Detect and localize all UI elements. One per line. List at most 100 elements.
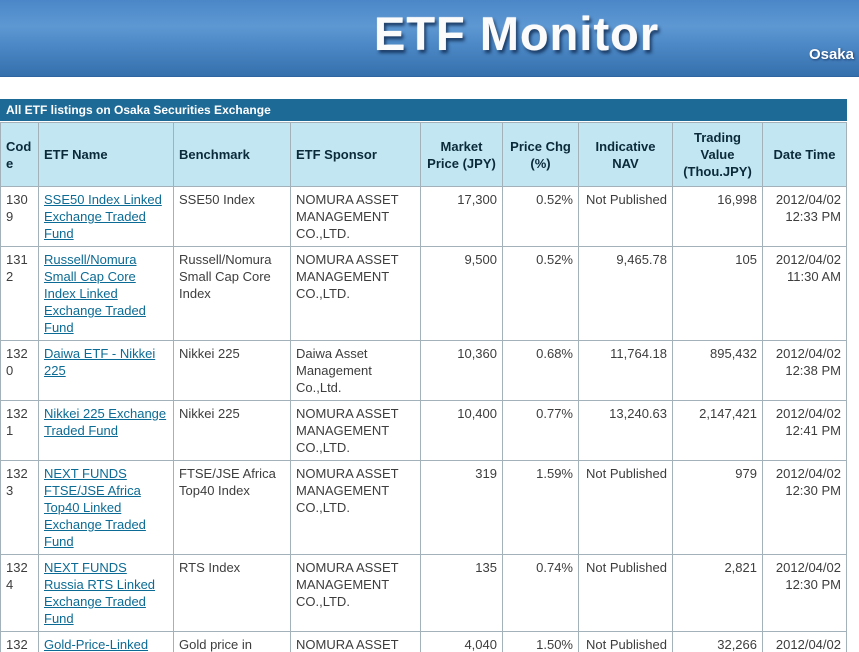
indicative-nav: Not Published [578,631,673,652]
exchange-label: Osaka [808,46,854,63]
column-header-etf-sponsor: ETF Sponsor [290,122,421,187]
trading-value: 16,998 [672,186,763,247]
market-price: 10,400 [420,400,503,461]
market-price: 135 [420,554,503,632]
column-header-price-chg: Price Chg (%) [502,122,579,187]
date-time-cell: 2012/04/02 12:33 PM [762,186,847,247]
price-change: 0.52% [502,246,579,341]
date-time-cell: 2012/04/02 12:30 PM [762,554,847,632]
etf-code: 1309 [0,186,39,247]
table-row: 1328 Gold-Price-Linked Exchange Traded Fu… [0,631,847,652]
trading-value: 979 [672,460,763,555]
etf-name-cell: Gold-Price-Linked Exchange Traded Fund [38,631,174,652]
date-value: 2012/04/02 [775,346,841,361]
etf-code: 1320 [0,340,39,401]
price-change: 0.52% [502,186,579,247]
etf-name-link[interactable]: NEXT FUNDS Russia RTS Linked Exchange Tr… [44,560,156,626]
table-row: 1323 NEXT FUNDS FTSE/JSE Africa Top40 Lin… [0,460,847,555]
date-value: 2012/04/02 [775,466,841,481]
etf-code: 1321 [0,400,39,461]
app-title: ETF Monitor [374,7,660,60]
date-time-cell: 2012/04/02 11:30 AM [762,246,847,341]
etf-name-link[interactable]: Daiwa ETF - Nikkei 225 [44,346,156,378]
benchmark: Nikkei 225 [173,340,291,401]
etf-name-cell: NEXT FUNDS FTSE/JSE Africa Top40 Linked … [38,460,174,555]
etf-name-link[interactable]: Gold-Price-Linked Exchange Traded Fund [44,637,149,652]
indicative-nav: Not Published [578,554,673,632]
indicative-nav: 9,465.78 [578,246,673,341]
date-time-cell: 2012/04/02 12:38 PM [762,340,847,401]
etf-table-body: 1309 SSE50 Index Linked Exchange Traded F… [0,186,847,652]
etf-name-link[interactable]: Russell/Nomura Small Cap Core Index Link… [44,252,146,335]
benchmark: Gold price in Japanese yen per 1 gram [173,631,291,652]
column-header-date-time: Date Time [762,122,847,187]
table-row: 1324 NEXT FUNDS Russia RTS Linked Exchang… [0,554,847,632]
price-change: 0.77% [502,400,579,461]
section-title: All ETF listings on Osaka Securities Exc… [6,103,271,117]
table-row: 1312 Russell/Nomura Small Cap Core Index … [0,246,847,341]
etf-sponsor: Daiwa Asset Management Co.,Ltd. [290,340,421,401]
trading-value: 895,432 [672,340,763,401]
date-value: 2012/04/02 [775,192,841,207]
etf-sponsor: NOMURA ASSET MANAGEMENT CO.,LTD. [290,400,421,461]
benchmark: SSE50 Index [173,186,291,247]
etf-name-cell: SSE50 Index Linked Exchange Traded Fund [38,186,174,247]
price-change: 0.74% [502,554,579,632]
time-value: 12:30 PM [785,577,841,592]
table-row: 1309 SSE50 Index Linked Exchange Traded F… [0,186,847,247]
indicative-nav: 11,764.18 [578,340,673,401]
etf-code: 1323 [0,460,39,555]
etf-name-link[interactable]: NEXT FUNDS FTSE/JSE Africa Top40 Linked … [44,466,146,549]
etf-code: 1312 [0,246,39,341]
time-value: 12:30 PM [785,483,841,498]
date-time-cell: 2012/04/02 12:41 PM [762,400,847,461]
etf-sponsor: NOMURA ASSET MANAGEMENT CO.,LTD. [290,246,421,341]
date-value: 2012/04/02 [775,560,841,575]
time-value: 12:41 PM [785,423,841,438]
benchmark: RTS Index [173,554,291,632]
date-time-cell: 2012/04/02 12:30 PM [762,460,847,555]
etf-sponsor: NOMURA ASSET MANAGEMENT CO.,LTD. [290,631,421,652]
column-header-code: Code [0,122,39,187]
indicative-nav: 13,240.63 [578,400,673,461]
app-banner: ETF Monitor Osaka [0,0,859,77]
etf-sponsor: NOMURA ASSET MANAGEMENT CO.,LTD. [290,186,421,247]
benchmark: FTSE/JSE Africa Top40 Index [173,460,291,555]
time-value: 11:30 AM [787,269,841,284]
etf-name-link[interactable]: SSE50 Index Linked Exchange Traded Fund [44,192,162,241]
column-header-etf-name: ETF Name [38,122,174,187]
time-value: 12:33 PM [785,209,841,224]
etf-code: 1324 [0,554,39,632]
indicative-nav: Not Published [578,460,673,555]
date-value: 2012/04/02 [775,252,841,267]
benchmark: Nikkei 225 [173,400,291,461]
table-row: 1321 Nikkei 225 Exchange Traded Fund Nikke… [0,400,847,461]
market-price: 10,360 [420,340,503,401]
etf-name-link[interactable]: Nikkei 225 Exchange Traded Fund [44,406,167,438]
market-price: 9,500 [420,246,503,341]
trading-value: 32,266 [672,631,763,652]
date-value: 2012/04/02 [775,637,841,652]
etf-listings-table: Code ETF Name Benchmark ETF Sponsor Mark… [0,122,847,652]
etf-sponsor: NOMURA ASSET MANAGEMENT CO.,LTD. [290,554,421,632]
indicative-nav: Not Published [578,186,673,247]
section-header-bar: All ETF listings on Osaka Securities Exc… [0,99,847,121]
market-price: 17,300 [420,186,503,247]
etf-name-cell: NEXT FUNDS Russia RTS Linked Exchange Tr… [38,554,174,632]
trading-value: 2,147,421 [672,400,763,461]
column-header-benchmark: Benchmark [173,122,291,187]
price-change: 1.50% [502,631,579,652]
etf-name-cell: Russell/Nomura Small Cap Core Index Link… [38,246,174,341]
market-price: 319 [420,460,503,555]
column-header-indicative-nav: Indicative NAV [578,122,673,187]
market-price: 4,040 [420,631,503,652]
benchmark: Russell/Nomura Small Cap Core Index [173,246,291,341]
etf-sponsor: NOMURA ASSET MANAGEMENT CO.,LTD. [290,460,421,555]
trading-value: 105 [672,246,763,341]
etf-code: 1328 [0,631,39,652]
date-value: 2012/04/02 [775,406,841,421]
etf-name-cell: Nikkei 225 Exchange Traded Fund [38,400,174,461]
table-header: Code ETF Name Benchmark ETF Sponsor Mark… [0,122,847,187]
table-row: 1320 Daiwa ETF - Nikkei 225 Nikkei 225 Daiw… [0,340,847,401]
